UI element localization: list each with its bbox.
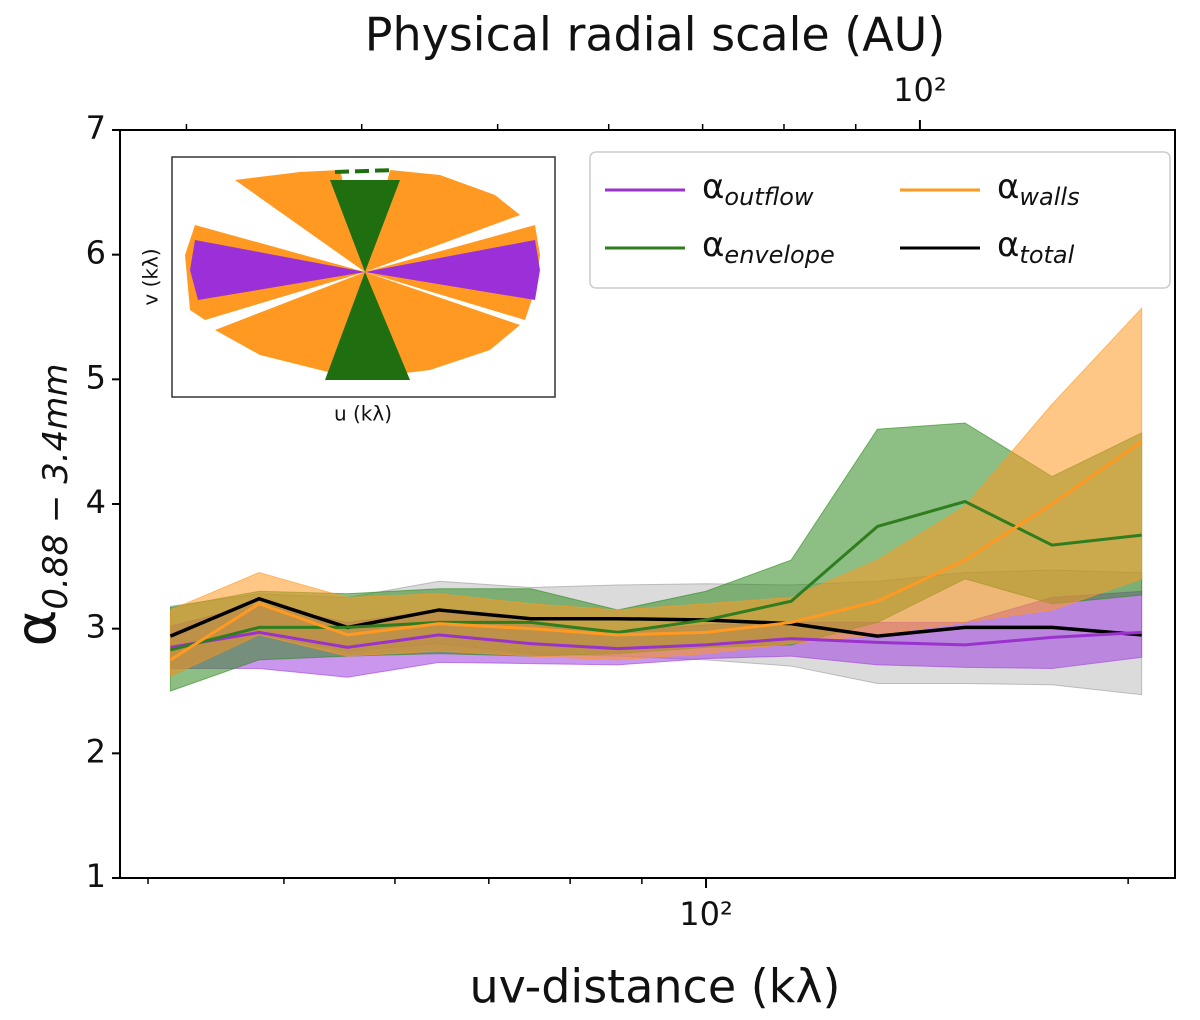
subscript: total: [1019, 241, 1074, 269]
inset-envelope: [330, 180, 400, 272]
symbol: α: [4, 610, 69, 647]
subscript: envelope: [724, 241, 834, 269]
inset-walls: [235, 170, 365, 272]
y-axis-label: α0.88 − 3.4mm: [4, 363, 75, 646]
y-tick-label: 4: [86, 483, 106, 521]
y-tick-label: 7: [86, 109, 106, 147]
inset-x-label: u (kλ): [334, 402, 392, 426]
legend-label: αtotal: [997, 225, 1075, 270]
inset: u (kλ) v (kλ): [139, 156, 556, 426]
x-tick-label: 10²: [679, 895, 733, 933]
line: [169, 596, 1142, 638]
top-axis-label: Physical radial scale (AU): [365, 8, 946, 62]
band: [169, 307, 1143, 677]
y-tick-label: 5: [86, 358, 106, 396]
y-tick-label: 1: [86, 857, 106, 895]
x-axis-label: uv-distance (kλ): [469, 960, 840, 1014]
inset-outflow: [365, 240, 540, 300]
legend-label: αwalls: [997, 167, 1080, 212]
inset-walls: [215, 272, 365, 375]
y-tick-label: 6: [86, 234, 106, 272]
inset-envelope: [325, 272, 410, 380]
inset-envelope: [334, 168, 396, 174]
line: [169, 440, 1143, 662]
subscript: walls: [1019, 183, 1079, 211]
inset-walls: [365, 272, 520, 375]
y-tick-label: 2: [86, 732, 106, 770]
legend-label: αenvelope: [702, 225, 835, 270]
symbol: α: [997, 225, 1019, 265]
x2-tick-label: 10²: [893, 71, 947, 109]
legend-label: αoutflow: [702, 167, 814, 212]
symbol: α: [997, 167, 1019, 207]
inset-y-label: v (kλ): [139, 248, 163, 305]
line: [170, 630, 1142, 651]
symbol: α: [702, 167, 724, 207]
line: [170, 499, 1142, 652]
symbol: α: [702, 225, 724, 265]
legend-frame: [589, 151, 1171, 289]
y-tick-label: 3: [86, 608, 106, 646]
subscript: 0.88 − 3.4mm: [35, 363, 75, 609]
subscript: outflow: [724, 183, 813, 211]
inset-walls: [365, 170, 520, 272]
inset-outflow: [190, 240, 365, 300]
